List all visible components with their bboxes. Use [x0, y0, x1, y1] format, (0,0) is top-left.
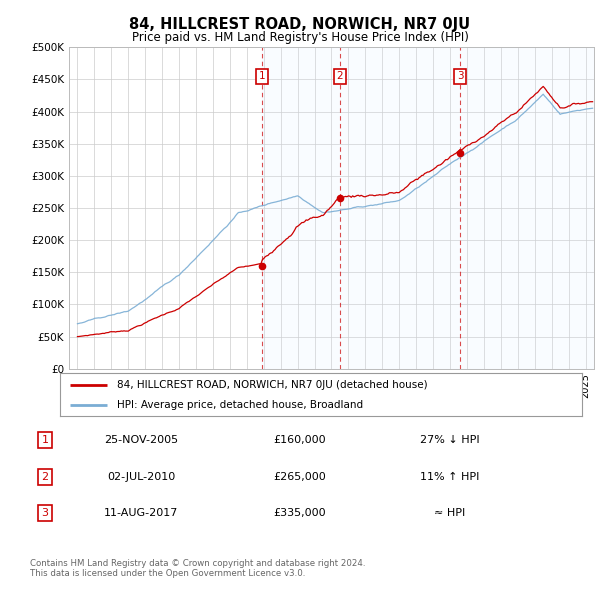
- Text: 3: 3: [457, 71, 464, 81]
- Text: 25-NOV-2005: 25-NOV-2005: [104, 435, 178, 445]
- Text: HPI: Average price, detached house, Broadland: HPI: Average price, detached house, Broa…: [118, 401, 364, 410]
- Text: 11% ↑ HPI: 11% ↑ HPI: [421, 472, 479, 481]
- Text: 27% ↓ HPI: 27% ↓ HPI: [420, 435, 480, 445]
- Text: Price paid vs. HM Land Registry's House Price Index (HPI): Price paid vs. HM Land Registry's House …: [131, 31, 469, 44]
- Text: 11-AUG-2017: 11-AUG-2017: [104, 509, 178, 518]
- Text: 2: 2: [337, 71, 343, 81]
- Text: ≈ HPI: ≈ HPI: [434, 509, 466, 518]
- Text: 3: 3: [41, 509, 49, 518]
- Text: £335,000: £335,000: [274, 509, 326, 518]
- Text: 1: 1: [41, 435, 49, 445]
- Text: 02-JUL-2010: 02-JUL-2010: [107, 472, 175, 481]
- Text: 84, HILLCREST ROAD, NORWICH, NR7 0JU (detached house): 84, HILLCREST ROAD, NORWICH, NR7 0JU (de…: [118, 380, 428, 390]
- Text: £265,000: £265,000: [274, 472, 326, 481]
- Text: 2: 2: [41, 472, 49, 481]
- Text: 1: 1: [259, 71, 265, 81]
- Bar: [262, 47, 594, 369]
- Text: Contains HM Land Registry data © Crown copyright and database right 2024.
This d: Contains HM Land Registry data © Crown c…: [30, 559, 365, 578]
- Text: £160,000: £160,000: [274, 435, 326, 445]
- Text: 84, HILLCREST ROAD, NORWICH, NR7 0JU: 84, HILLCREST ROAD, NORWICH, NR7 0JU: [130, 17, 470, 31]
